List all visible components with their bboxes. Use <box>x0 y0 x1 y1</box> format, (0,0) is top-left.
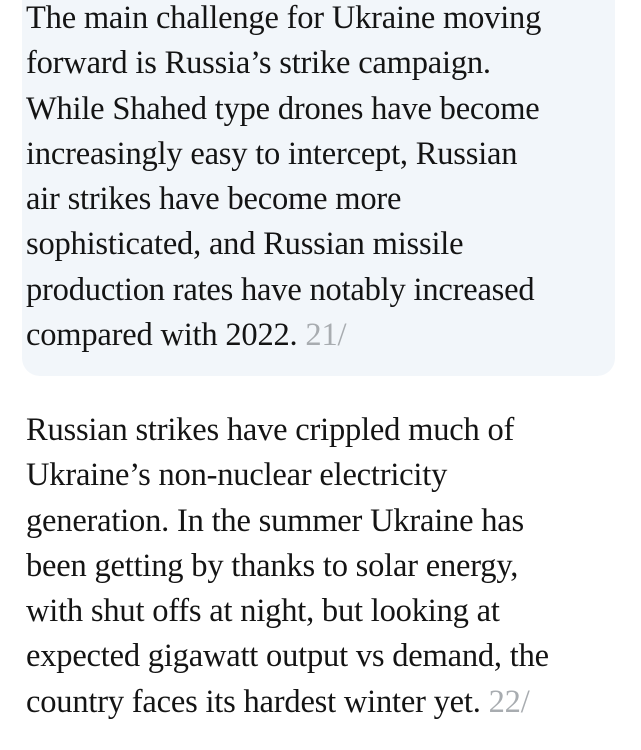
text-line: been getting by thanks to solar energy, <box>26 547 519 584</box>
text-line: compared with 2022. <box>26 317 298 354</box>
text-line: Russian strikes have crippled much of <box>26 412 515 448</box>
text-line: While Shahed type drones have become <box>26 90 540 127</box>
text-line: country faces its hardest winter yet. <box>26 683 481 720</box>
text-line: air strikes have become more <box>26 181 402 218</box>
text-line: generation. In the summer Ukraine has <box>26 502 524 539</box>
text-line: production rates have notably increased <box>26 271 535 308</box>
post-text: The main challenge for Ukraine moving fo… <box>26 0 631 358</box>
post-number: 22/ <box>488 683 530 720</box>
text-line: with shut offs at night, but looking at <box>26 593 500 630</box>
post-highlight-background <box>22 0 615 376</box>
text-line: sophisticated, and Russian missile <box>26 226 464 263</box>
post-text: Russian strikes have crippled much of Uk… <box>26 408 631 725</box>
text-line: Ukraine’s non-nuclear electricity <box>26 457 448 494</box>
text-line: forward is Russia’s strike campaign. <box>26 45 491 82</box>
post-number: 21/ <box>305 317 347 354</box>
thread-post-21[interactable]: The main challenge for Ukraine moving fo… <box>0 0 641 376</box>
text-line: The main challenge for Ukraine moving <box>26 0 542 36</box>
text-line: expected gigawatt output vs demand, the <box>26 638 549 675</box>
text-line: increasingly easy to intercept, Russian <box>26 135 518 172</box>
